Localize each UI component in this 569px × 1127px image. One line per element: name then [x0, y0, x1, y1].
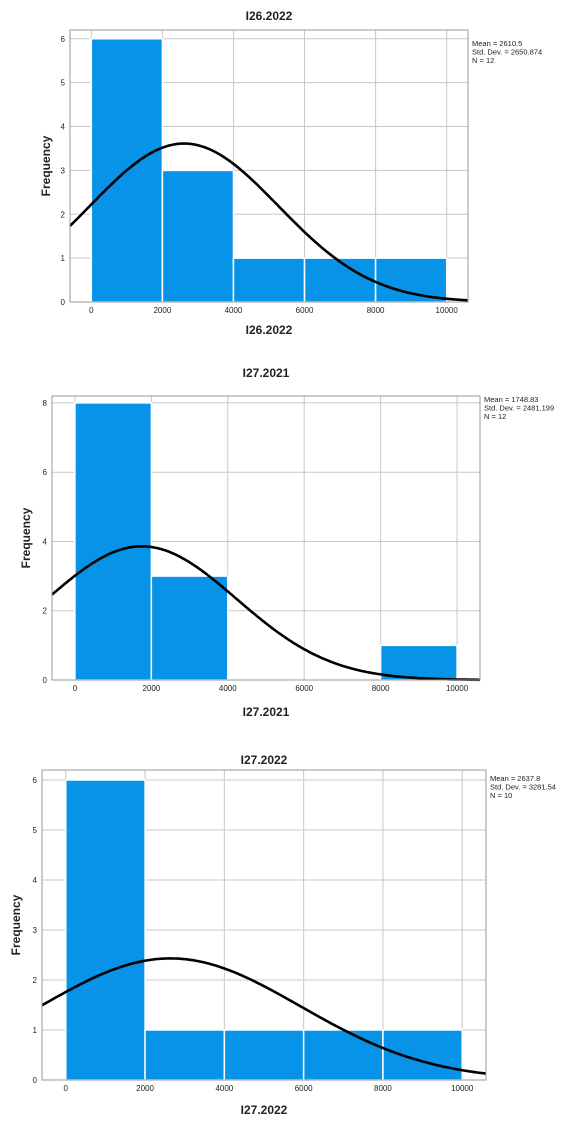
plot-frame	[51, 395, 481, 681]
y-axis-label: Frequency	[9, 894, 23, 955]
y-tick-label: 2	[43, 607, 48, 616]
y-tick-label: 3	[61, 166, 66, 175]
x-tick-label: 2000	[153, 306, 171, 315]
x-tick-label: 4000	[225, 306, 243, 315]
y-axis-label: Frequency	[19, 507, 33, 568]
histogram-bar	[150, 575, 229, 681]
x-tick-label: 6000	[296, 306, 314, 315]
y-tick-label: 6	[61, 35, 66, 44]
x-tick-label: 8000	[367, 306, 385, 315]
stats-line: N = 12	[484, 412, 506, 421]
normal-curve	[51, 545, 480, 682]
stats-line: Std. Dev. = 3281.54	[490, 783, 556, 792]
histogram-bar	[303, 257, 377, 303]
histogram-bar	[374, 257, 448, 303]
y-tick-label: 4	[43, 537, 48, 546]
stats-line: N = 10	[490, 791, 512, 800]
histogram-i26-2022: 0 2000 4000 6000 8000 10000 0 1 2 3 4 5 6 I26.2022 I26…	[0, 0, 569, 365]
x-tick-label: 2000	[136, 1084, 154, 1093]
y-tick-label: 6	[33, 776, 38, 785]
histogram-bar	[232, 257, 306, 303]
y-tick-label: 5	[33, 826, 38, 835]
y-tick-label: 3	[33, 926, 38, 935]
chart-svg: 0 2000 4000 6000 8000 10000 0 1 2 3 4 5 6 I27.2022 I27…	[9, 753, 556, 1117]
y-tick-label: 4	[33, 876, 38, 885]
y-tick-label: 0	[33, 1076, 38, 1085]
stats-line: Mean = 2610.5	[472, 39, 522, 48]
x-tick-label: 8000	[372, 684, 390, 693]
x-tick-label: 10000	[446, 684, 469, 693]
x-tick-label: 6000	[295, 1084, 313, 1093]
y-axis-label: Frequency	[39, 135, 53, 196]
histogram-bar	[161, 169, 235, 303]
y-tick-label: 1	[61, 254, 66, 263]
x-tick-label: 4000	[219, 684, 237, 693]
chart-title: I27.2022	[241, 753, 288, 767]
x-tick-label: 0	[64, 1084, 69, 1093]
histogram-bar	[302, 1029, 384, 1081]
y-tick-label: 0	[61, 298, 66, 307]
chart-svg: 0 2000 4000 6000 8000 10000 0 1 2 3 4 5 6 I26.2022 I26…	[39, 9, 542, 337]
x-tick-label: 2000	[142, 684, 160, 693]
histogram-bar	[382, 1029, 463, 1081]
normal-curve	[69, 142, 469, 302]
stats-line: Std. Dev. = 2650.874	[472, 48, 542, 57]
x-axis-label: I26.2022	[246, 323, 293, 337]
y-tick-label: 5	[61, 79, 66, 88]
y-tick-label: 2	[33, 976, 38, 985]
stats-line: Mean = 2637.8	[490, 774, 540, 783]
chart-title: I27.2021	[243, 366, 290, 380]
x-axis-label: I27.2021	[243, 705, 290, 719]
x-tick-label: 6000	[295, 684, 313, 693]
x-tick-label: 4000	[215, 1084, 233, 1093]
histogram-bar	[74, 402, 153, 681]
histogram-i27-2021: 0 2000 4000 6000 8000 10000 0 2 4 6 8 I27.2021 I27.2…	[0, 365, 569, 730]
histogram-i27-2022: 0 2000 4000 6000 8000 10000 0 1 2 3 4 5 6 I27.2022 I27…	[0, 752, 569, 1127]
chart-svg: 0 2000 4000 6000 8000 10000 0 2 4 6 8 I27.2021 I27.2…	[19, 366, 554, 719]
histogram-bar	[65, 779, 146, 1081]
normal-curve	[41, 957, 487, 1075]
y-tick-label: 2	[61, 210, 66, 219]
plot-frame	[69, 29, 469, 303]
x-tick-label: 0	[89, 306, 94, 315]
chart-title: I26.2022	[246, 9, 293, 23]
plot-frame	[41, 769, 487, 1081]
stats-line: Mean = 1748.83	[484, 395, 538, 404]
x-tick-label: 0	[73, 684, 78, 693]
y-tick-label: 8	[43, 399, 48, 408]
y-tick-label: 4	[61, 123, 66, 132]
y-tick-label: 6	[43, 468, 48, 477]
x-tick-label: 8000	[374, 1084, 392, 1093]
histogram-bar	[379, 644, 458, 681]
y-tick-label: 1	[33, 1026, 38, 1035]
y-tick-label: 0	[43, 676, 48, 685]
histogram-bar	[144, 1029, 226, 1081]
x-tick-label: 10000	[436, 306, 459, 315]
x-axis-label: I27.2022	[241, 1103, 288, 1117]
histogram-bar	[223, 1029, 305, 1081]
x-tick-label: 10000	[451, 1084, 474, 1093]
stats-line: N = 12	[472, 56, 494, 65]
stats-line: Std. Dev. = 2481.199	[484, 404, 554, 413]
